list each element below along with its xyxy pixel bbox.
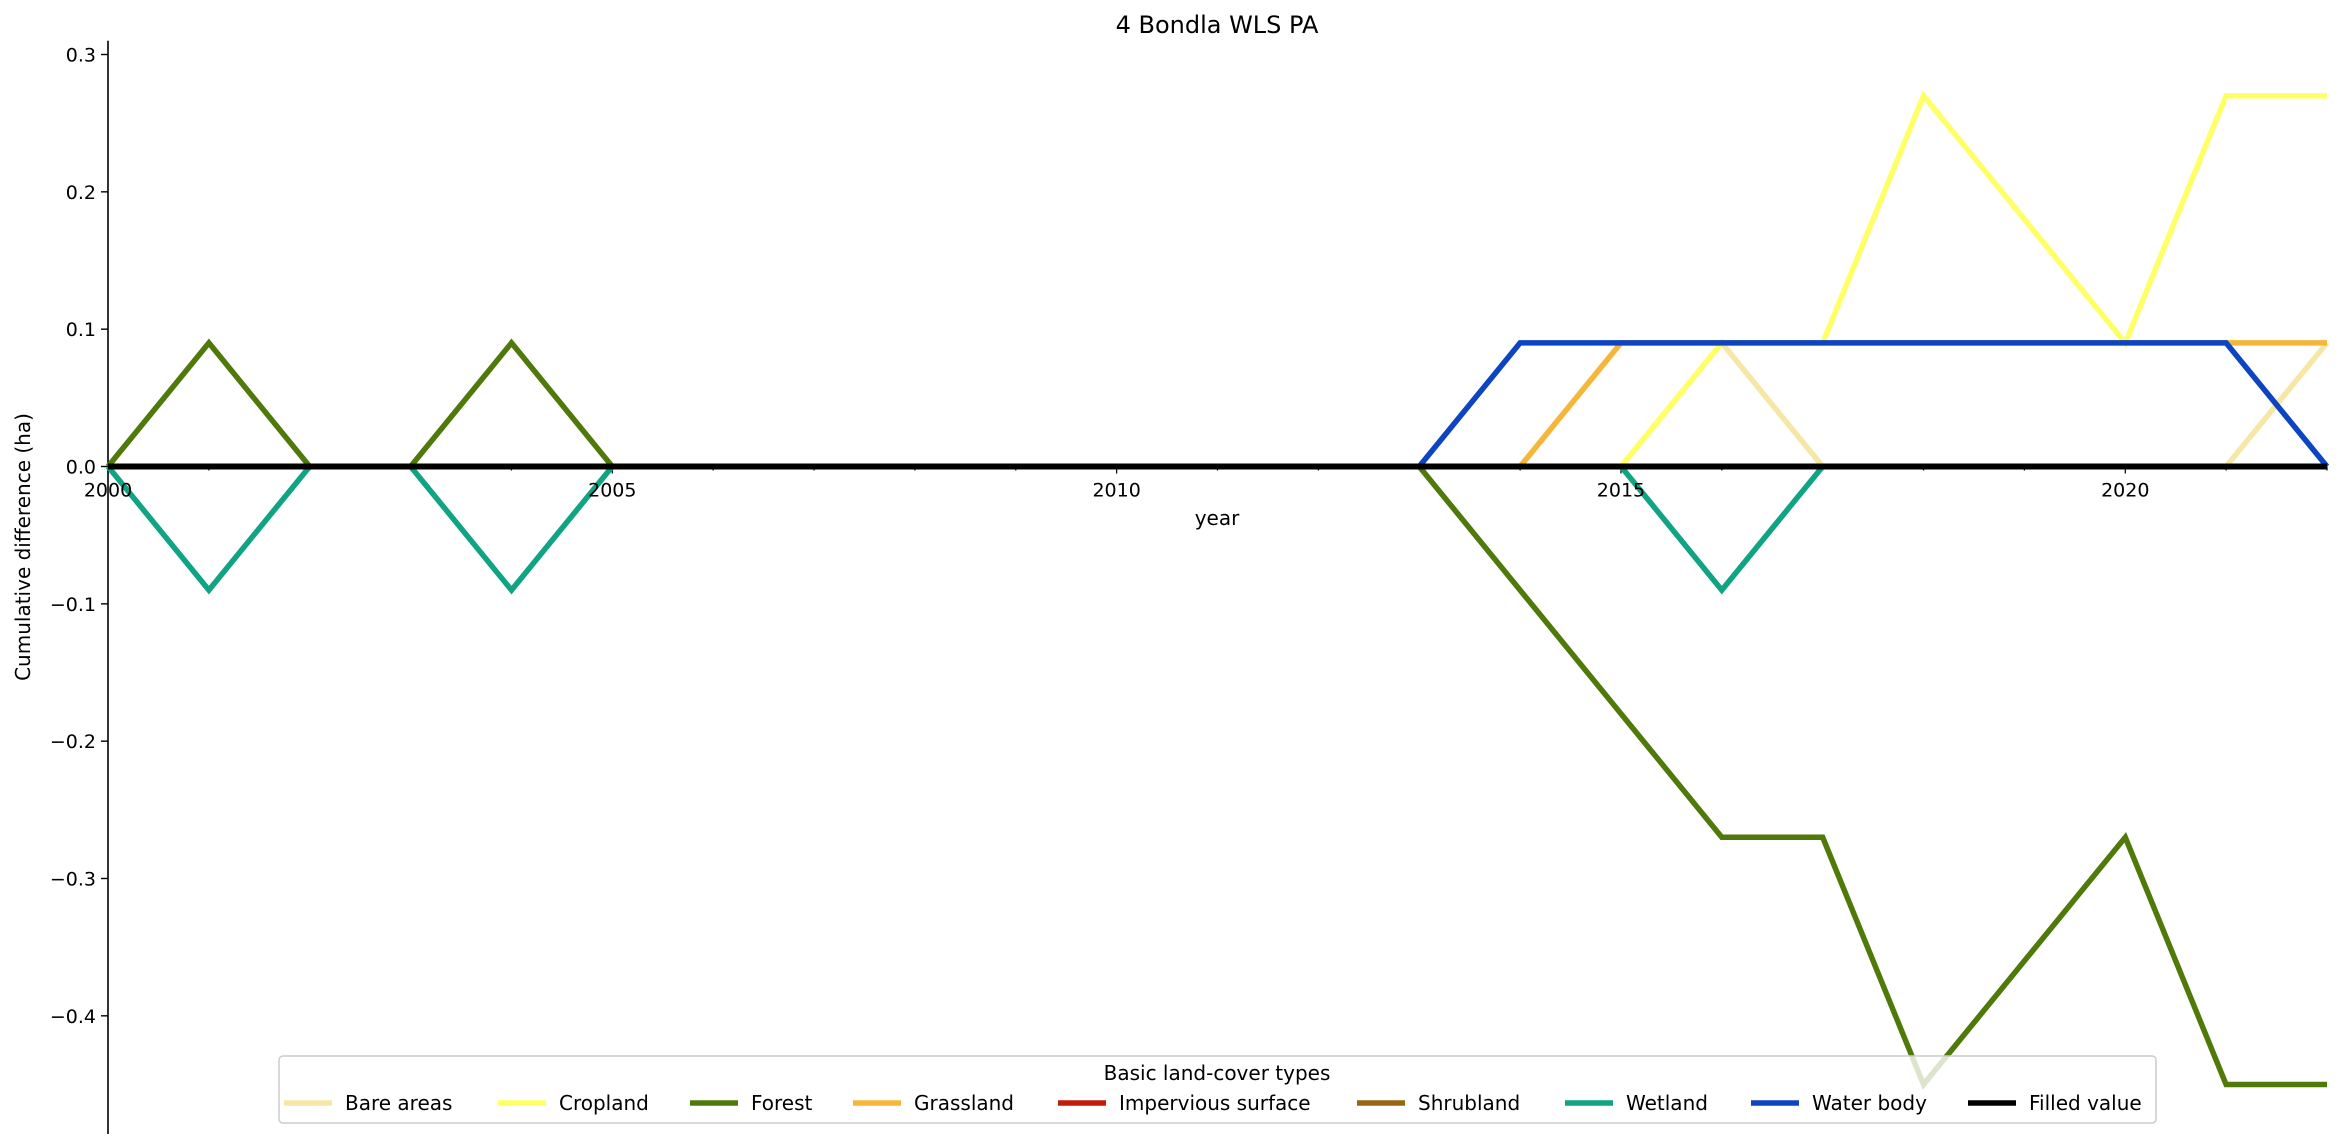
legend-frame (278, 1055, 2157, 1124)
y-axis: −0.4 −0.3 −0.2 −0.1 0.0 0.1 0.2 0.3 (50, 40, 109, 1134)
legend-label: Forest (751, 1091, 813, 1115)
legend-label: Bare areas (345, 1091, 452, 1115)
y-axis-label: Cumulative difference (ha) (11, 413, 35, 681)
series-line-bare-areas (108, 338, 2330, 470)
legend: Basic land-cover types Bare areas Croplan… (278, 1055, 2157, 1124)
x-tick-label: 2005 (588, 480, 636, 502)
legend-label: Cropland (559, 1091, 649, 1115)
legend-label: Impervious surface (1119, 1091, 1311, 1115)
y-tick-label: 0.0 (66, 457, 96, 479)
legend-label: Wetland (1626, 1091, 1708, 1115)
y-tick-label: 0.1 (66, 319, 96, 341)
x-tick-labels: 2000 2005 2010 2015 2020 (84, 480, 2150, 502)
x-tick-label: 2010 (1092, 480, 1140, 502)
legend-items: Bare areas Cropland Forest Grassland Impervi… (284, 1091, 2142, 1115)
y-tick-label: −0.4 (50, 1006, 96, 1028)
series-lines (105, 90, 2330, 1090)
legend-label: Water body (1812, 1091, 1927, 1115)
y-tick-label: 0.3 (66, 45, 96, 67)
series-line-grassland (108, 340, 2327, 470)
y-tick-label: −0.3 (50, 868, 96, 890)
x-tick-label: 2020 (2101, 480, 2149, 502)
series-line-water-body (108, 340, 2330, 470)
y-tick-label: −0.2 (50, 731, 96, 753)
x-tick-label: 2015 (1597, 480, 1645, 502)
y-tick-label: 0.2 (66, 182, 96, 204)
legend-label: Grassland (914, 1091, 1014, 1115)
legend-label: Filled value (2029, 1091, 2142, 1115)
x-tick-label: 2000 (84, 480, 132, 502)
series-line-cropland (108, 90, 2327, 470)
x-axis-label: year (1195, 506, 1240, 530)
y-tick-label: −0.1 (50, 594, 96, 616)
legend-title: Basic land-cover types (1104, 1061, 1331, 1085)
chart-title: 4 Bondla WLS PA (1116, 11, 1319, 39)
legend-label: Shrubland (1418, 1091, 1520, 1115)
series-line-forest (105, 338, 2327, 1090)
